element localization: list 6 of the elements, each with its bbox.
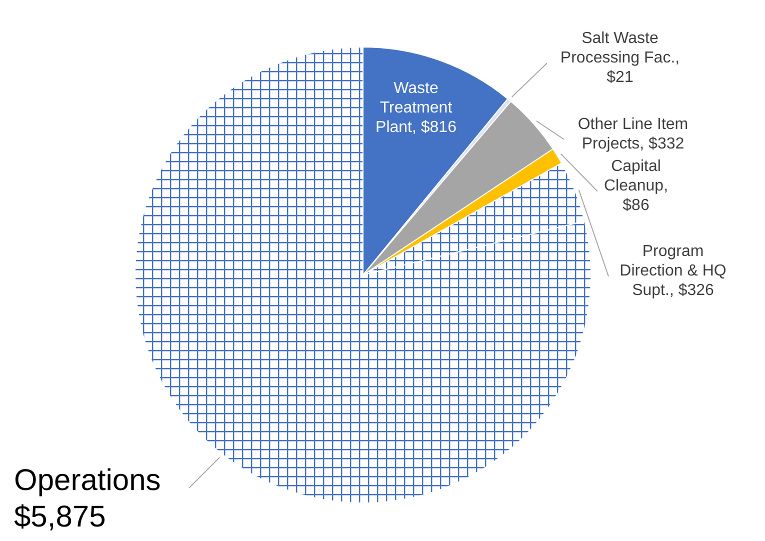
slice-label: Waste Treatment Plant, $816 <box>376 80 457 136</box>
slice-label: Salt Waste Processing Fac., $21 <box>560 30 680 86</box>
slice-label: Program Direction & HQ Supt., $326 <box>620 242 726 299</box>
slice-label: Capital Cleanup, $86 <box>604 158 668 214</box>
slice-label: Other Line Item Projects, $332 <box>578 116 688 152</box>
slice-label: Operations $5,875 <box>14 464 161 534</box>
